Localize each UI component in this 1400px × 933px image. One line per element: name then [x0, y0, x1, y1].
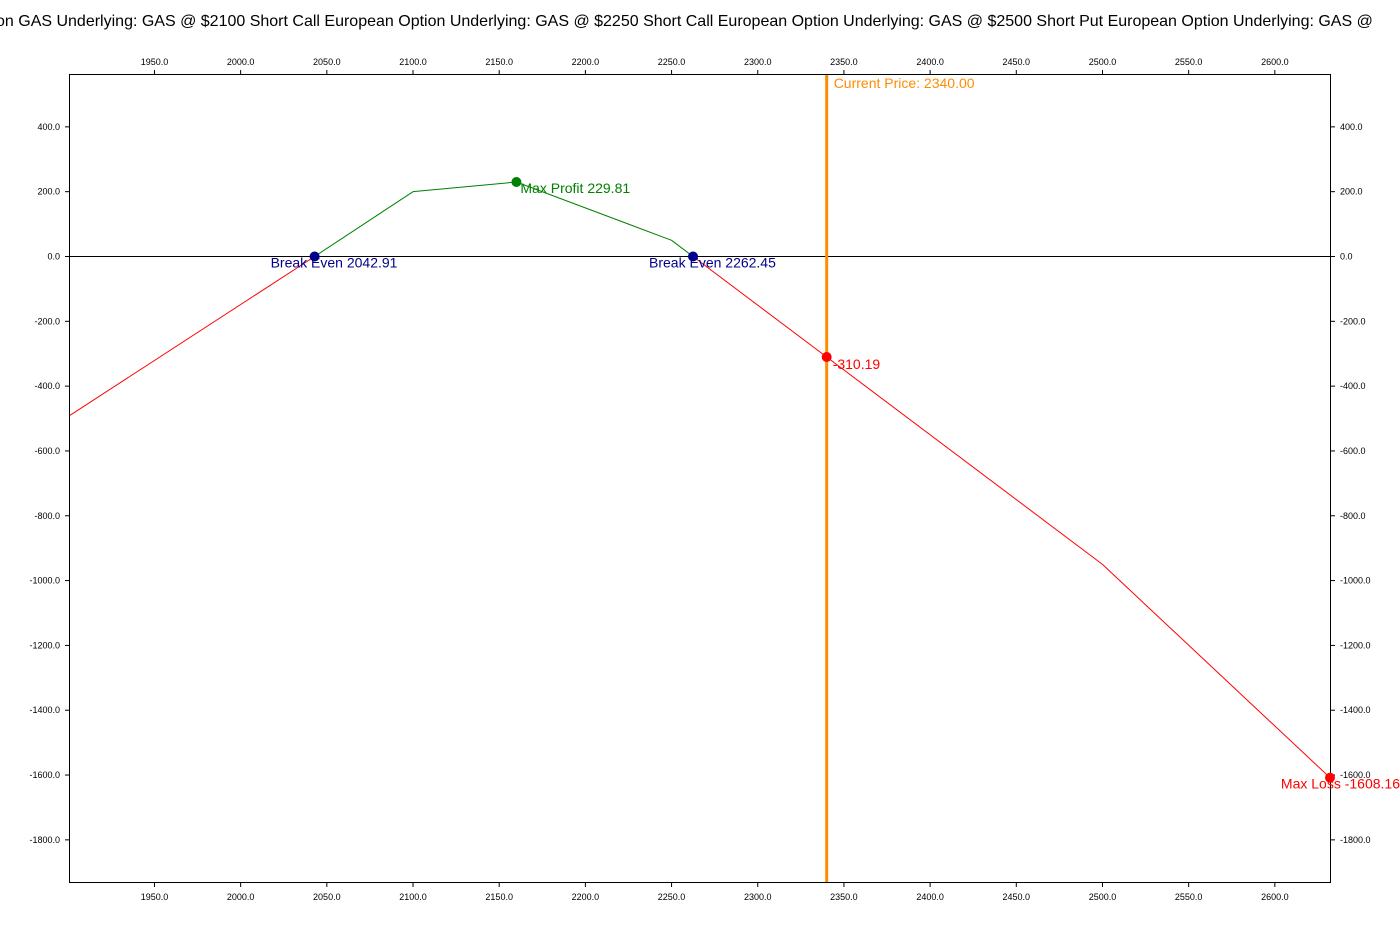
y-tick-label: -800.0 — [1340, 511, 1366, 521]
break-even-marker — [309, 251, 320, 262]
y-tick-label: -400.0 — [34, 381, 60, 391]
x-tick-label: 2550.0 — [1175, 892, 1203, 902]
x-tick-label: 2150.0 — [485, 892, 513, 902]
x-tick-label: 2250.0 — [658, 57, 686, 67]
x-tick-label: 2600.0 — [1261, 892, 1289, 902]
max-profit-marker — [511, 177, 522, 188]
max-loss-label: Max Loss -1608.16 — [1281, 776, 1400, 792]
payoff-segment — [826, 356, 1103, 565]
chart-title: on GAS Underlying: GAS @ $2100 Short Cal… — [0, 13, 1400, 35]
chart-title-text: on GAS Underlying: GAS @ $2100 Short Cal… — [0, 13, 1373, 30]
payoff-segment — [516, 181, 672, 241]
y-tick-label: 200.0 — [1340, 187, 1363, 197]
x-tick-label: 2050.0 — [313, 892, 341, 902]
payoff-segment — [692, 256, 827, 358]
x-tick-label: 2500.0 — [1089, 892, 1117, 902]
y-tick-label: -400.0 — [1340, 381, 1366, 391]
max-profit-label: Max Profit 229.81 — [520, 180, 630, 196]
payoff-segment — [69, 256, 315, 416]
x-tick-label: 2350.0 — [830, 892, 858, 902]
x-tick-label: 2500.0 — [1089, 57, 1117, 67]
plot-frame — [69, 74, 1331, 883]
y-tick-label: -1200.0 — [1340, 640, 1371, 650]
x-tick-label: 2000.0 — [227, 892, 255, 902]
x-axis-bottom: 1950.0 2000.0 2050.0 2100.0 2150.0 2200.0 2250… — [141, 882, 1289, 902]
x-tick-label: 2550.0 — [1175, 57, 1203, 67]
y-tick-label: -200.0 — [34, 316, 60, 326]
x-tick-label: 2350.0 — [830, 57, 858, 67]
x-tick-label: 2050.0 — [313, 57, 341, 67]
y-axis-left: 400.0 200.0 0.0 -200.0 -400.0 -600.0 -800.0 -10… — [29, 122, 70, 845]
break-even-marker — [688, 251, 699, 262]
y-tick-label: -200.0 — [1340, 316, 1366, 326]
y-tick-label: -1800.0 — [29, 835, 60, 845]
x-tick-label: 2100.0 — [399, 892, 427, 902]
x-axis-top: 1950.0 2000.0 2050.0 2100.0 2150.0 2200.0 2250… — [141, 57, 1289, 75]
current-label: -310.19 — [833, 356, 881, 372]
x-tick-label: 2400.0 — [916, 892, 944, 902]
x-tick-label: 2600.0 — [1261, 57, 1289, 67]
x-tick-label: 2450.0 — [1003, 892, 1031, 902]
y-tick-label: -1600.0 — [29, 770, 60, 780]
payoff-segment — [314, 191, 414, 257]
x-tick-label: 1950.0 — [141, 57, 169, 67]
x-tick-label: 2000.0 — [227, 57, 255, 67]
payoff-segment — [1102, 564, 1331, 779]
y-tick-label: -1000.0 — [29, 576, 60, 586]
x-tick-label: 2200.0 — [572, 57, 600, 67]
y-tick-label: -800.0 — [34, 511, 60, 521]
y-tick-label: -1400.0 — [29, 705, 60, 715]
x-tick-label: 2250.0 — [658, 892, 686, 902]
y-tick-label: -1200.0 — [29, 640, 60, 650]
y-tick-label: 400.0 — [1340, 122, 1363, 132]
x-tick-label: 2450.0 — [1003, 57, 1031, 67]
y-tick-label: -1800.0 — [1340, 835, 1371, 845]
current-price-label: Current Price: 2340.00 — [834, 75, 975, 91]
y-tick-label: 0.0 — [47, 251, 60, 261]
x-tick-label: 2200.0 — [572, 892, 600, 902]
y-tick-label: 400.0 — [37, 122, 60, 132]
y-tick-label: 200.0 — [37, 187, 60, 197]
break-even-label: Break Even 2042.91 — [271, 254, 398, 270]
y-axis-right: 400.0 200.0 0.0 -200.0 -400.0 -600.0 -800.0 -10… — [1330, 122, 1371, 845]
payoff-curve — [69, 181, 1331, 779]
y-tick-label: -600.0 — [34, 446, 60, 456]
y-tick-label: -1000.0 — [1340, 576, 1371, 586]
chart-markers: Break Even 2042.91 Max Profit 229.81 Break… — [271, 177, 1400, 792]
current-marker — [821, 352, 832, 363]
x-tick-label: 2400.0 — [916, 57, 944, 67]
x-tick-label: 2300.0 — [744, 57, 772, 67]
y-tick-label: 0.0 — [1340, 251, 1353, 261]
payoff-segment — [412, 181, 517, 193]
x-tick-label: 2300.0 — [744, 892, 772, 902]
max-loss-marker — [1325, 772, 1335, 783]
x-tick-label: 2100.0 — [399, 57, 427, 67]
y-tick-label: -600.0 — [1340, 446, 1366, 456]
y-tick-label: -1600.0 — [1340, 770, 1371, 780]
break-even-label: Break Even 2262.45 — [649, 254, 776, 270]
x-tick-label: 2150.0 — [485, 57, 513, 67]
x-tick-label: 1950.0 — [141, 892, 169, 902]
y-tick-label: -1400.0 — [1340, 705, 1371, 715]
